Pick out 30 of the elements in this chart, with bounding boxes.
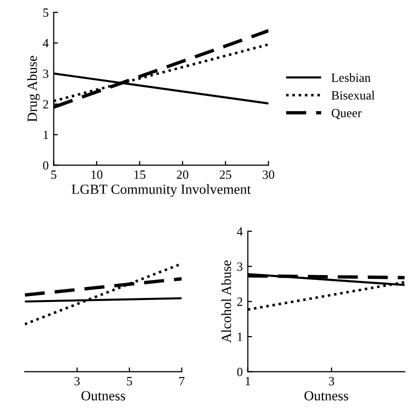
y-tick-label: 4 — [236, 227, 243, 236]
y-tick-label: 0 — [43, 161, 48, 170]
legend-label: Queer — [332, 108, 362, 120]
x-tick-label: 5 — [51, 170, 56, 179]
x-tick-label: 7 — [179, 377, 184, 386]
y-tick-label: 1 — [238, 332, 242, 341]
x-axis-title: Outness — [304, 391, 348, 400]
y-tick-label: 2 — [43, 100, 48, 108]
y-tick-label: 2 — [237, 298, 242, 306]
x-tick-label: 3 — [328, 376, 334, 386]
y-tick-label: 1 — [44, 130, 48, 139]
x-tick-label: 1 — [246, 376, 250, 386]
y-axis-title: Alcohol Abuse — [221, 260, 232, 343]
x-tick-label: 3 — [74, 376, 80, 386]
y-tick-label: 0 — [237, 368, 242, 376]
y-tick-label: 4 — [42, 39, 49, 48]
y-tick-label: 5 — [43, 8, 48, 17]
x-tick-label: 20 — [176, 170, 188, 179]
legend-label: Lesbian — [332, 73, 371, 82]
x-tick-label: 15 — [134, 170, 146, 179]
x-tick-label: 10 — [91, 170, 102, 179]
x-axis-title: Outness — [81, 391, 126, 400]
x-tick-label: 5 — [127, 377, 132, 386]
y-tick-label: 3 — [43, 70, 48, 78]
x-tick-label: 25 — [220, 170, 232, 179]
x-axis-title: LGBT Community Involvement — [72, 184, 251, 197]
legend-label: Bisexual — [332, 90, 375, 100]
x-tick-label: 30 — [262, 170, 274, 179]
y-tick-label: 3 — [237, 262, 242, 271]
y-axis-title: Drug Abuse — [27, 56, 40, 122]
